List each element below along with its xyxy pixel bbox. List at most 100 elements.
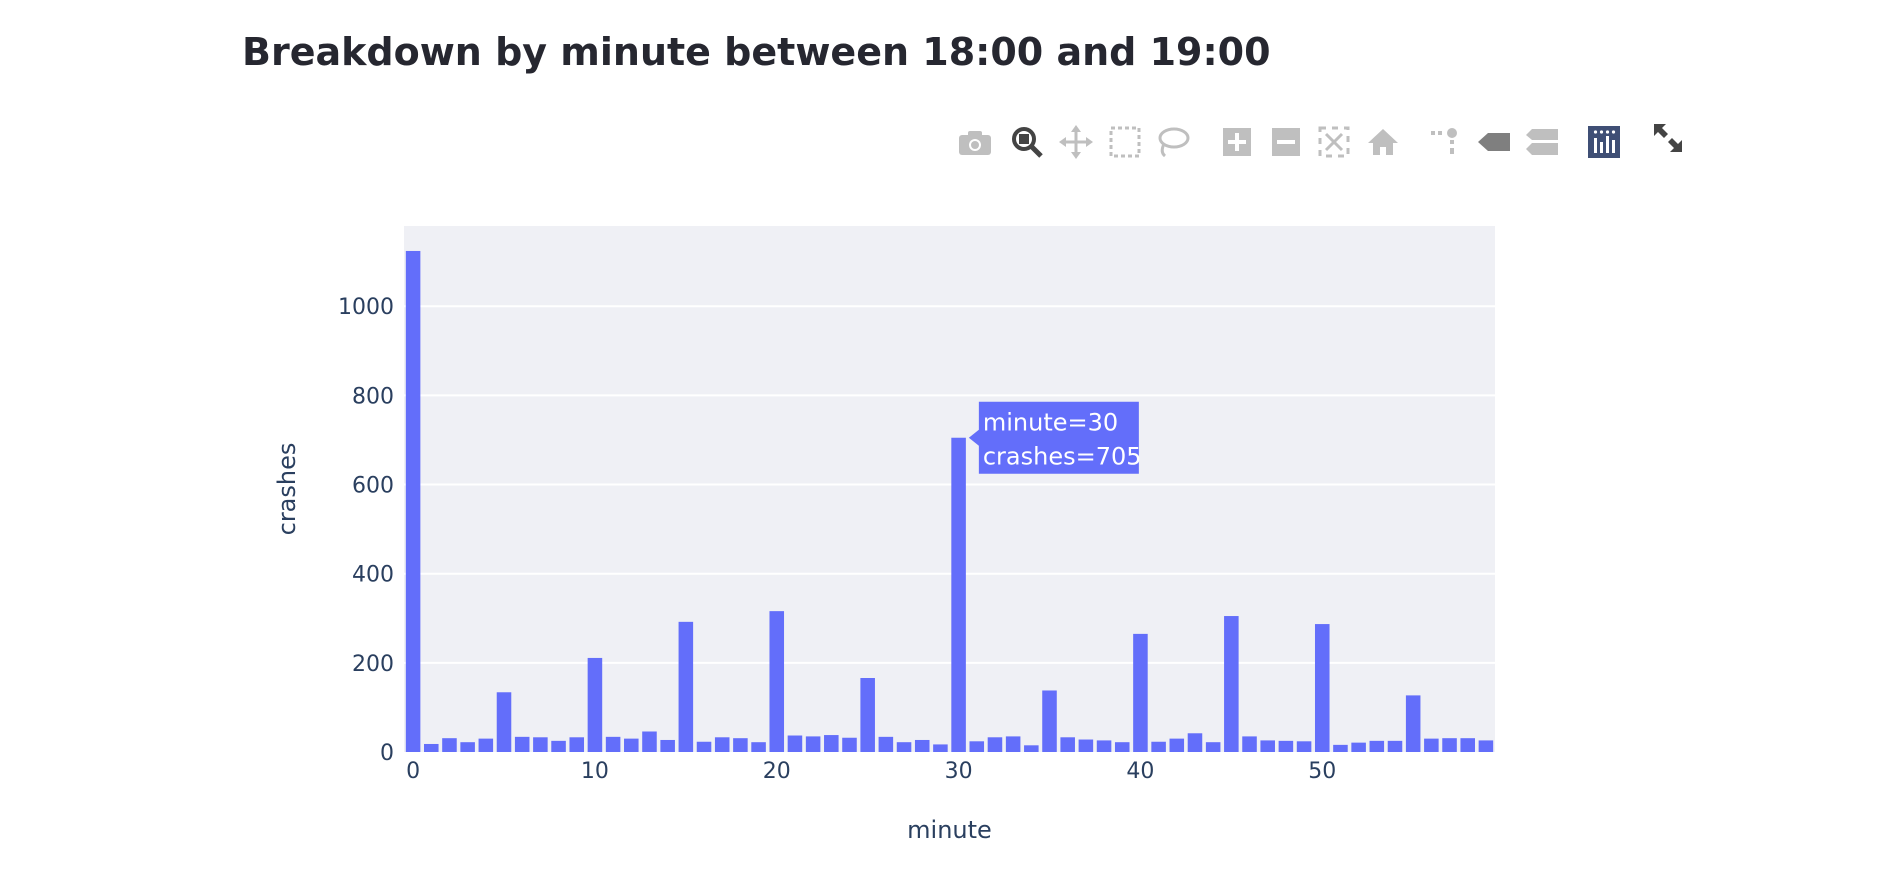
bar[interactable]: [1169, 738, 1185, 752]
bar[interactable]: [714, 737, 730, 752]
bar[interactable]: [842, 737, 857, 752]
bar[interactable]: [1442, 738, 1457, 752]
box-select-icon[interactable]: [1105, 120, 1145, 164]
bar[interactable]: [1133, 633, 1148, 752]
y-tick-label: 400: [352, 563, 394, 588]
bar[interactable]: [1005, 736, 1021, 752]
zoom-icon[interactable]: [1007, 120, 1047, 164]
bar[interactable]: [1096, 740, 1112, 752]
gridlines: [404, 305, 1495, 664]
bar[interactable]: [1242, 736, 1257, 752]
x-tick-label: 20: [763, 759, 791, 784]
x-tick-label: 0: [406, 759, 420, 784]
tooltip-box: [968, 401, 1139, 474]
autoscale-icon[interactable]: [1314, 120, 1354, 164]
pan-icon[interactable]: [1056, 120, 1096, 164]
bar[interactable]: [1333, 744, 1348, 752]
y-tick-label: 1000: [338, 295, 394, 320]
y-tick-label: 200: [352, 652, 394, 677]
y-tick-label: 800: [352, 384, 394, 409]
bar[interactable]: [824, 735, 839, 752]
bar[interactable]: [914, 739, 930, 752]
x-tick-label: 30: [945, 759, 973, 784]
bar[interactable]: [624, 738, 639, 752]
x-tick-label: 40: [1126, 759, 1154, 784]
bar[interactable]: [605, 736, 621, 752]
bar[interactable]: [642, 731, 657, 752]
bar[interactable]: [878, 736, 894, 752]
bar[interactable]: [933, 744, 948, 752]
bar[interactable]: [1460, 738, 1475, 752]
bar[interactable]: [787, 735, 803, 752]
bar[interactable]: [1205, 742, 1221, 752]
bar[interactable]: [1424, 738, 1439, 752]
bar[interactable]: [442, 738, 457, 752]
bar[interactable]: [987, 737, 1003, 752]
chart-title: Breakdown by minute between 18:00 and 19…: [242, 30, 1271, 74]
y-tick-labels: 0 200 400 600 800 1000: [338, 295, 394, 766]
bar[interactable]: [1314, 624, 1330, 752]
bar[interactable]: [533, 737, 548, 752]
bar[interactable]: [514, 736, 530, 752]
bar[interactable]: [951, 437, 966, 752]
bar[interactable]: [733, 738, 748, 752]
reset-axes-icon[interactable]: [1363, 120, 1403, 164]
zoom-in-icon[interactable]: [1217, 120, 1257, 164]
x-tick-label: 10: [581, 759, 609, 784]
bar[interactable]: [1060, 737, 1075, 752]
bar[interactable]: [1224, 616, 1239, 752]
spike-lines-icon[interactable]: [1425, 120, 1465, 164]
bar[interactable]: [1351, 742, 1366, 752]
bar[interactable]: [1278, 740, 1294, 752]
bars: [405, 250, 1494, 752]
bar[interactable]: [587, 657, 603, 752]
bar[interactable]: [424, 743, 439, 752]
bar[interactable]: [1187, 733, 1203, 752]
bar[interactable]: [751, 742, 766, 752]
bar[interactable]: [1478, 740, 1494, 752]
lasso-icon[interactable]: [1153, 120, 1193, 164]
bar[interactable]: [405, 250, 421, 752]
modebar: [955, 120, 1715, 164]
bar[interactable]: [460, 742, 475, 752]
x-tick-labels: 0 10 20 30 40 50: [406, 759, 1336, 784]
plot-area: [404, 226, 1495, 752]
zoom-out-icon[interactable]: [1266, 120, 1306, 164]
fullscreen-icon[interactable]: [1648, 116, 1688, 160]
x-axis-label: minute: [907, 816, 992, 844]
bar[interactable]: [969, 741, 985, 752]
y-tick-label: 600: [352, 474, 394, 499]
bar[interactable]: [660, 739, 675, 752]
x-tick-label: 50: [1308, 759, 1336, 784]
bar[interactable]: [1151, 741, 1166, 752]
bar[interactable]: [860, 678, 875, 752]
camera-icon[interactable]: [955, 120, 995, 164]
bar[interactable]: [896, 742, 912, 752]
bar[interactable]: [1260, 740, 1275, 752]
bar[interactable]: [1387, 740, 1403, 752]
bar[interactable]: [1078, 739, 1094, 752]
bar[interactable]: [1114, 742, 1130, 752]
bar[interactable]: [478, 738, 494, 752]
bar[interactable]: [678, 621, 694, 752]
bar[interactable]: [696, 741, 712, 752]
bar[interactable]: [1024, 745, 1039, 752]
bar[interactable]: [551, 740, 566, 752]
y-tick-label: 0: [380, 741, 394, 766]
tooltip-x-label: minute=30: [983, 409, 1118, 437]
bar[interactable]: [1369, 740, 1385, 752]
bar[interactable]: [805, 736, 821, 752]
hover-tooltip: minute=30 crashes=705: [968, 401, 1142, 474]
y-axis-label: crashes: [273, 443, 301, 536]
bar[interactable]: [1405, 695, 1421, 752]
bar[interactable]: [1042, 690, 1057, 752]
bar[interactable]: [769, 611, 785, 752]
bar[interactable]: [496, 692, 512, 752]
plotly-logo-icon[interactable]: [1584, 120, 1624, 164]
bar[interactable]: [1296, 741, 1312, 752]
bar[interactable]: [569, 737, 585, 752]
hover-compare-icon[interactable]: [1522, 120, 1562, 164]
hover-closest-icon[interactable]: [1474, 120, 1514, 164]
tooltip-y-label: crashes=705: [983, 443, 1142, 471]
